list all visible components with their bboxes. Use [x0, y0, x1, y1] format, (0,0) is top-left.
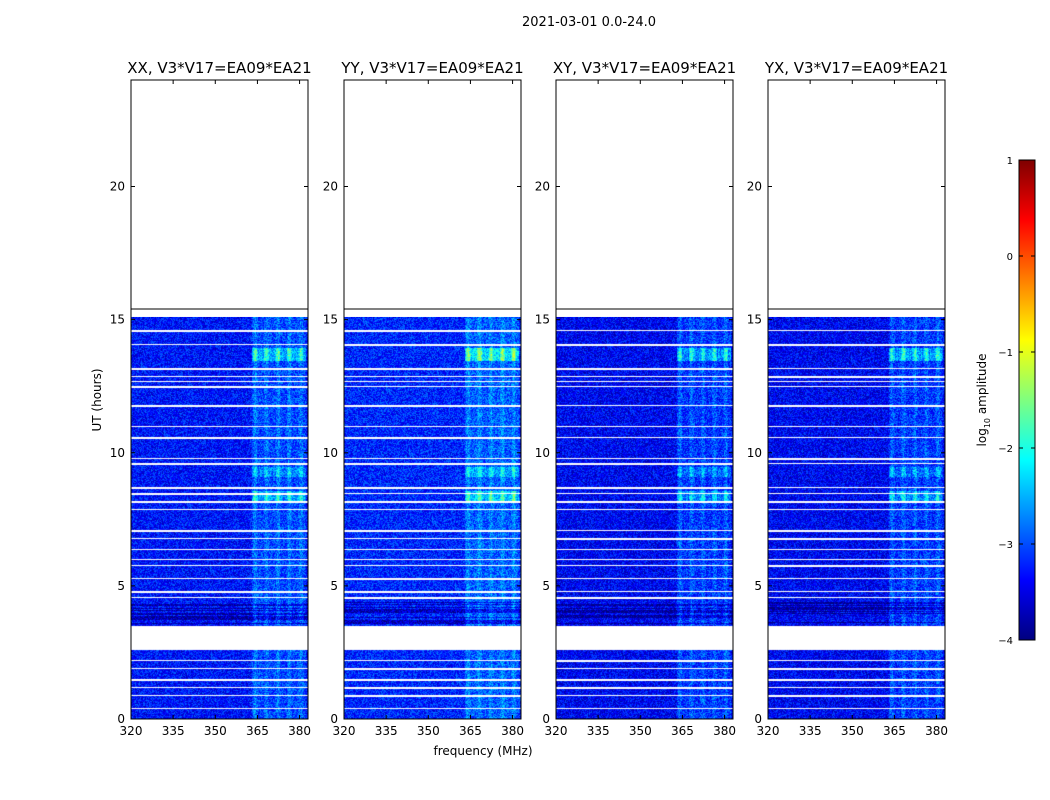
x-tick-label: 320	[120, 724, 143, 738]
panel-frame	[555, 79, 734, 720]
x-tick-label: 365	[883, 724, 906, 738]
spectrogram-raster	[131, 316, 308, 719]
panel-3: YX, V3*V17=EA09*EA21 320 335 350 365 380 0 5 10 1…	[747, 59, 948, 738]
colorbar-tick-label: −1	[998, 348, 1013, 359]
x-tick-label: 335	[375, 724, 398, 738]
colorbar-tick-label: −4	[998, 636, 1013, 647]
y-tick-label: 5	[117, 579, 125, 593]
x-tick-label: 350	[841, 724, 864, 738]
figure-suptitle: 2021-03-01 0.0-24.0	[522, 15, 656, 30]
x-tick-label: 350	[417, 724, 440, 738]
x-tick-label: 365	[459, 724, 482, 738]
y-tick-label: 20	[323, 180, 338, 194]
y-tick-label: 10	[110, 446, 125, 460]
y-tick-label: 20	[747, 180, 762, 194]
spectrogram-raster	[768, 316, 945, 719]
colorbar-label: log10 amplitude	[975, 354, 992, 447]
x-axis-label: frequency (MHz)	[433, 744, 532, 758]
y-tick-label: 0	[117, 712, 125, 726]
colorbar-tick-label: −3	[998, 540, 1013, 551]
x-tick-label: 380	[501, 724, 524, 738]
y-tick-label: 15	[747, 313, 762, 327]
x-tick-label: 350	[629, 724, 652, 738]
panel-title: XY, V3*V17=EA09*EA21	[553, 59, 736, 77]
x-tick-label: 350	[204, 724, 227, 738]
panel-title: XX, V3*V17=EA09*EA21	[127, 59, 311, 77]
y-tick-label: 15	[323, 313, 338, 327]
panel-1: YY, V3*V17=EA09*EA21 320 335 350 365 380 0 5 10 1…	[323, 59, 524, 738]
y-tick-label: 15	[535, 313, 550, 327]
y-tick-label: 5	[330, 579, 338, 593]
x-tick-label: 380	[925, 724, 948, 738]
y-axis-label: UT (hours)	[90, 368, 104, 431]
colorbar-tick-label: 1	[1007, 156, 1013, 167]
panel-frame	[130, 79, 309, 720]
y-tick-label: 0	[330, 712, 338, 726]
y-tick-label: 20	[535, 180, 550, 194]
y-tick-label: 5	[542, 579, 550, 593]
spectrogram-raster	[344, 316, 521, 719]
x-tick-label: 335	[162, 724, 185, 738]
x-tick-label: 320	[545, 724, 568, 738]
spectrogram-raster	[556, 316, 733, 719]
y-tick-label: 10	[747, 446, 762, 460]
y-tick-label: 15	[110, 313, 125, 327]
panel-frame	[343, 79, 522, 720]
x-tick-label: 335	[799, 724, 822, 738]
x-tick-label: 380	[288, 724, 311, 738]
colorbar-gradient	[1018, 159, 1036, 641]
y-tick-label: 10	[535, 446, 550, 460]
x-tick-label: 320	[757, 724, 780, 738]
panel-title: YY, V3*V17=EA09*EA21	[340, 59, 523, 77]
panel-2: XY, V3*V17=EA09*EA21 320 335 350 365 380 0 5 10 1…	[535, 59, 736, 738]
y-tick-label: 10	[323, 446, 338, 460]
panel-0: XX, V3*V17=EA09*EA21 320 335 350 365 380 0 5 10 1…	[110, 59, 312, 738]
y-tick-label: 20	[110, 180, 125, 194]
x-tick-label: 365	[246, 724, 269, 738]
x-tick-label: 320	[333, 724, 356, 738]
panel-frame	[767, 79, 946, 720]
y-tick-label: 0	[754, 712, 762, 726]
panel-title: YX, V3*V17=EA09*EA21	[764, 59, 948, 77]
x-tick-label: 335	[587, 724, 610, 738]
x-tick-label: 380	[713, 724, 736, 738]
colorbar: 1 0 −1 −2 −3 −4 log10 amplitude	[975, 156, 1036, 647]
colorbar-tick-label: 0	[1007, 252, 1013, 263]
y-tick-label: 5	[754, 579, 762, 593]
x-tick-label: 365	[671, 724, 694, 738]
colorbar-tick-label: −2	[998, 444, 1013, 455]
y-tick-label: 0	[542, 712, 550, 726]
